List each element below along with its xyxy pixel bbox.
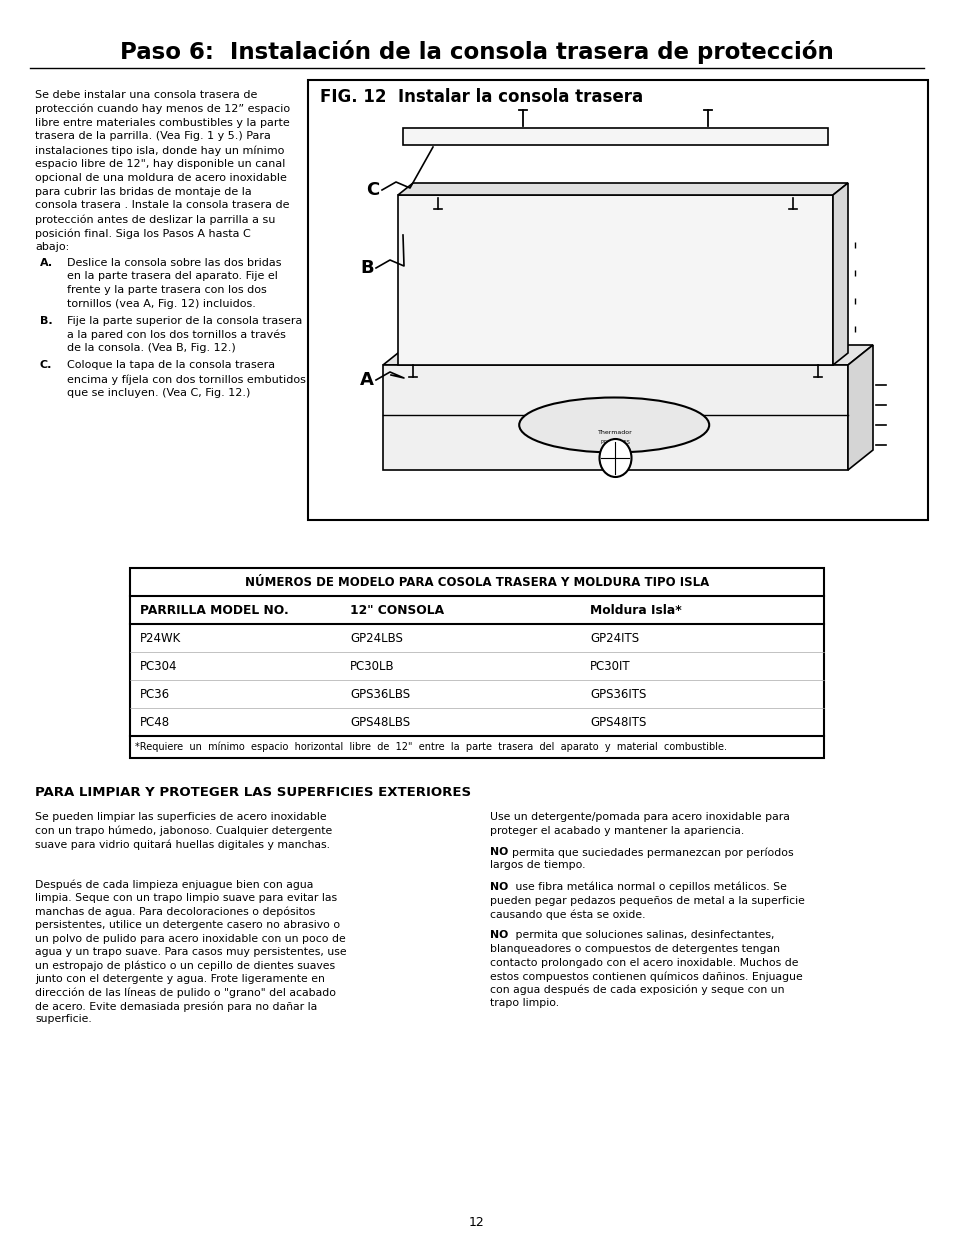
Text: Fije la parte superior de la consola trasera: Fije la parte superior de la consola tra… (67, 316, 302, 326)
Text: tornillos (vea A, Fig. 12) incluidos.: tornillos (vea A, Fig. 12) incluidos. (67, 299, 255, 309)
Text: posición final. Siga los Pasos A hasta C: posición final. Siga los Pasos A hasta C (35, 228, 251, 238)
Text: GP24LBS: GP24LBS (350, 631, 402, 645)
Text: de acero. Evite demasiada presión para no dañar la: de acero. Evite demasiada presión para n… (35, 1002, 317, 1011)
Text: NO: NO (490, 847, 508, 857)
Text: Deslice la consola sobre las dos bridas: Deslice la consola sobre las dos bridas (67, 258, 281, 268)
Text: de la consola. (Vea B, Fig. 12.): de la consola. (Vea B, Fig. 12.) (67, 343, 235, 353)
Text: trasera de la parrilla. (Vea Fig. 1 y 5.) Para: trasera de la parrilla. (Vea Fig. 1 y 5.… (35, 131, 271, 141)
Text: NO: NO (490, 882, 508, 892)
Text: permita que soluciones salinas, desinfectantes,: permita que soluciones salinas, desinfec… (512, 930, 774, 941)
Text: *Requiere  un  mínimo  espacio  horizontal  libre  de  12"  entre  la  parte  tr: *Requiere un mínimo espacio horizontal l… (135, 742, 726, 752)
Text: dirección de las líneas de pulido o "grano" del acabado: dirección de las líneas de pulido o "gra… (35, 988, 335, 998)
Text: un polvo de pulido para acero inoxidable con un poco de: un polvo de pulido para acero inoxidable… (35, 934, 345, 944)
Text: junto con el detergente y agua. Frote ligeramente en: junto con el detergente y agua. Frote li… (35, 974, 325, 984)
Text: proteger el acabado y mantener la apariencia.: proteger el acabado y mantener la aparie… (490, 825, 743, 836)
Text: a la pared con los dos tornillos a través: a la pared con los dos tornillos a travé… (67, 330, 286, 340)
Text: P24WK: P24WK (140, 631, 181, 645)
Text: frente y la parte trasera con los dos: frente y la parte trasera con los dos (67, 285, 267, 295)
Text: blanqueadores o compuestos de detergentes tengan: blanqueadores o compuestos de detergente… (490, 944, 780, 953)
Text: para cubrir las bridas de montaje de la: para cubrir las bridas de montaje de la (35, 186, 252, 196)
Text: NÚMEROS DE MODELO PARA COSOLA TRASERA Y MOLDURA TIPO ISLA: NÚMEROS DE MODELO PARA COSOLA TRASERA Y … (245, 576, 708, 589)
Bar (382, 366, 847, 471)
Text: permita que suciedades permanezcan por períodos: permita que suciedades permanezcan por p… (512, 847, 793, 857)
Text: A.: A. (40, 258, 53, 268)
Text: GPS48LBS: GPS48LBS (350, 715, 410, 729)
Text: use fibra metálica normal o cepillos metálicos. Se: use fibra metálica normal o cepillos met… (512, 882, 786, 893)
Ellipse shape (518, 398, 708, 452)
Text: agua y un trapo suave. Para casos muy persistentes, use: agua y un trapo suave. Para casos muy pe… (35, 947, 346, 957)
Text: B: B (359, 259, 374, 277)
Text: abajo:: abajo: (35, 242, 70, 252)
Text: PC30LB: PC30LB (350, 659, 395, 673)
Text: PARRILLA MODEL NO.: PARRILLA MODEL NO. (140, 604, 289, 616)
Text: Se debe instalar una consola trasera de: Se debe instalar una consola trasera de (35, 90, 257, 100)
Text: largos de tiempo.: largos de tiempo. (490, 861, 585, 871)
Text: un estropajo de plástico o un cepillo de dientes suaves: un estropajo de plástico o un cepillo de… (35, 961, 335, 971)
Text: persistentes, utilice un detergente casero no abrasivo o: persistentes, utilice un detergente case… (35, 920, 340, 930)
Text: espacio libre de 12", hay disponible un canal: espacio libre de 12", hay disponible un … (35, 159, 285, 169)
Text: B.: B. (40, 316, 52, 326)
Text: A: A (359, 370, 374, 389)
Text: PC36: PC36 (140, 688, 170, 700)
Polygon shape (832, 183, 847, 366)
Polygon shape (382, 345, 872, 366)
Text: causando que ésta se oxide.: causando que ésta se oxide. (490, 909, 645, 920)
Text: suave para vidrio quitará huellas digitales y manchas.: suave para vidrio quitará huellas digita… (35, 839, 330, 850)
Text: manchas de agua. Para decoloraciones o depósitos: manchas de agua. Para decoloraciones o d… (35, 906, 314, 918)
Bar (397, 195, 832, 366)
Text: GPS48ITS: GPS48ITS (589, 715, 646, 729)
Text: C: C (366, 182, 379, 199)
Text: GPS36LBS: GPS36LBS (350, 688, 410, 700)
Text: Paso 6:  Instalación de la consola trasera de protección: Paso 6: Instalación de la consola traser… (120, 40, 833, 64)
Polygon shape (847, 345, 872, 471)
Text: opcional de una moldura de acero inoxidable: opcional de una moldura de acero inoxida… (35, 173, 287, 183)
Text: 12" CONSOLA: 12" CONSOLA (350, 604, 444, 616)
Text: NO: NO (490, 930, 508, 941)
Text: PC48: PC48 (140, 715, 170, 729)
Text: encima y fíjela con dos tornillos embutidos: encima y fíjela con dos tornillos embuti… (67, 374, 306, 384)
Text: Después de cada limpieza enjuague bien con agua: Después de cada limpieza enjuague bien c… (35, 879, 313, 890)
Text: GP24ITS: GP24ITS (589, 631, 639, 645)
Text: en la parte trasera del aparato. Fije el: en la parte trasera del aparato. Fije el (67, 272, 277, 282)
Text: limpia. Seque con un trapo limpio suave para evitar las: limpia. Seque con un trapo limpio suave … (35, 893, 336, 903)
Text: GPS36ITS: GPS36ITS (589, 688, 646, 700)
Text: PC304: PC304 (140, 659, 177, 673)
Text: protección antes de deslizar la parrilla a su: protección antes de deslizar la parrilla… (35, 214, 275, 225)
Text: protección cuando hay menos de 12” espacio: protección cuando hay menos de 12” espac… (35, 104, 290, 115)
Text: pueden pegar pedazos pequeños de metal a la superficie: pueden pegar pedazos pequeños de metal a… (490, 895, 804, 905)
Polygon shape (397, 183, 847, 195)
Text: contacto prolongado con el acero inoxidable. Muchos de: contacto prolongado con el acero inoxida… (490, 957, 798, 967)
Text: Se pueden limpiar las superficies de acero inoxidable: Se pueden limpiar las superficies de ace… (35, 811, 326, 823)
Text: consola trasera . Instale la consola trasera de: consola trasera . Instale la consola tra… (35, 200, 289, 210)
Bar (308, 80, 927, 520)
Text: libre entre materiales combustibles y la parte: libre entre materiales combustibles y la… (35, 117, 290, 127)
Text: Use un detergente/pomada para acero inoxidable para: Use un detergente/pomada para acero inox… (490, 811, 789, 823)
Polygon shape (402, 128, 827, 144)
Text: 12: 12 (469, 1215, 484, 1229)
Text: Thermador: Thermador (598, 430, 632, 435)
Text: Coloque la tapa de la consola trasera: Coloque la tapa de la consola trasera (67, 361, 274, 370)
Text: superficie.: superficie. (35, 1014, 91, 1025)
Text: Moldura Isla*: Moldura Isla* (589, 604, 681, 616)
Text: PC30IT: PC30IT (589, 659, 630, 673)
Text: FIG. 12  Instalar la consola trasera: FIG. 12 Instalar la consola trasera (319, 88, 642, 106)
Text: con un trapo húmedo, jabonoso. Cualquier detergente: con un trapo húmedo, jabonoso. Cualquier… (35, 825, 332, 836)
Text: con agua después de cada exposición y seque con un: con agua después de cada exposición y se… (490, 984, 783, 995)
Text: PARA LIMPIAR Y PROTEGER LAS SUPERFICIES EXTERIORES: PARA LIMPIAR Y PROTEGER LAS SUPERFICIES … (35, 785, 471, 799)
Text: instalaciones tipo isla, donde hay un mínimo: instalaciones tipo isla, donde hay un mí… (35, 146, 284, 156)
Text: trapo limpio.: trapo limpio. (490, 998, 558, 1008)
Text: C.: C. (40, 361, 52, 370)
Bar (130, 568, 823, 758)
Ellipse shape (598, 438, 631, 477)
Text: estos compuestos contienen químicos dañinos. Enjuague: estos compuestos contienen químicos dañi… (490, 971, 801, 982)
Text: que se incluyen. (Vea C, Fig. 12.): que se incluyen. (Vea C, Fig. 12.) (67, 388, 250, 398)
Text: PRO SERIES: PRO SERIES (600, 440, 629, 445)
